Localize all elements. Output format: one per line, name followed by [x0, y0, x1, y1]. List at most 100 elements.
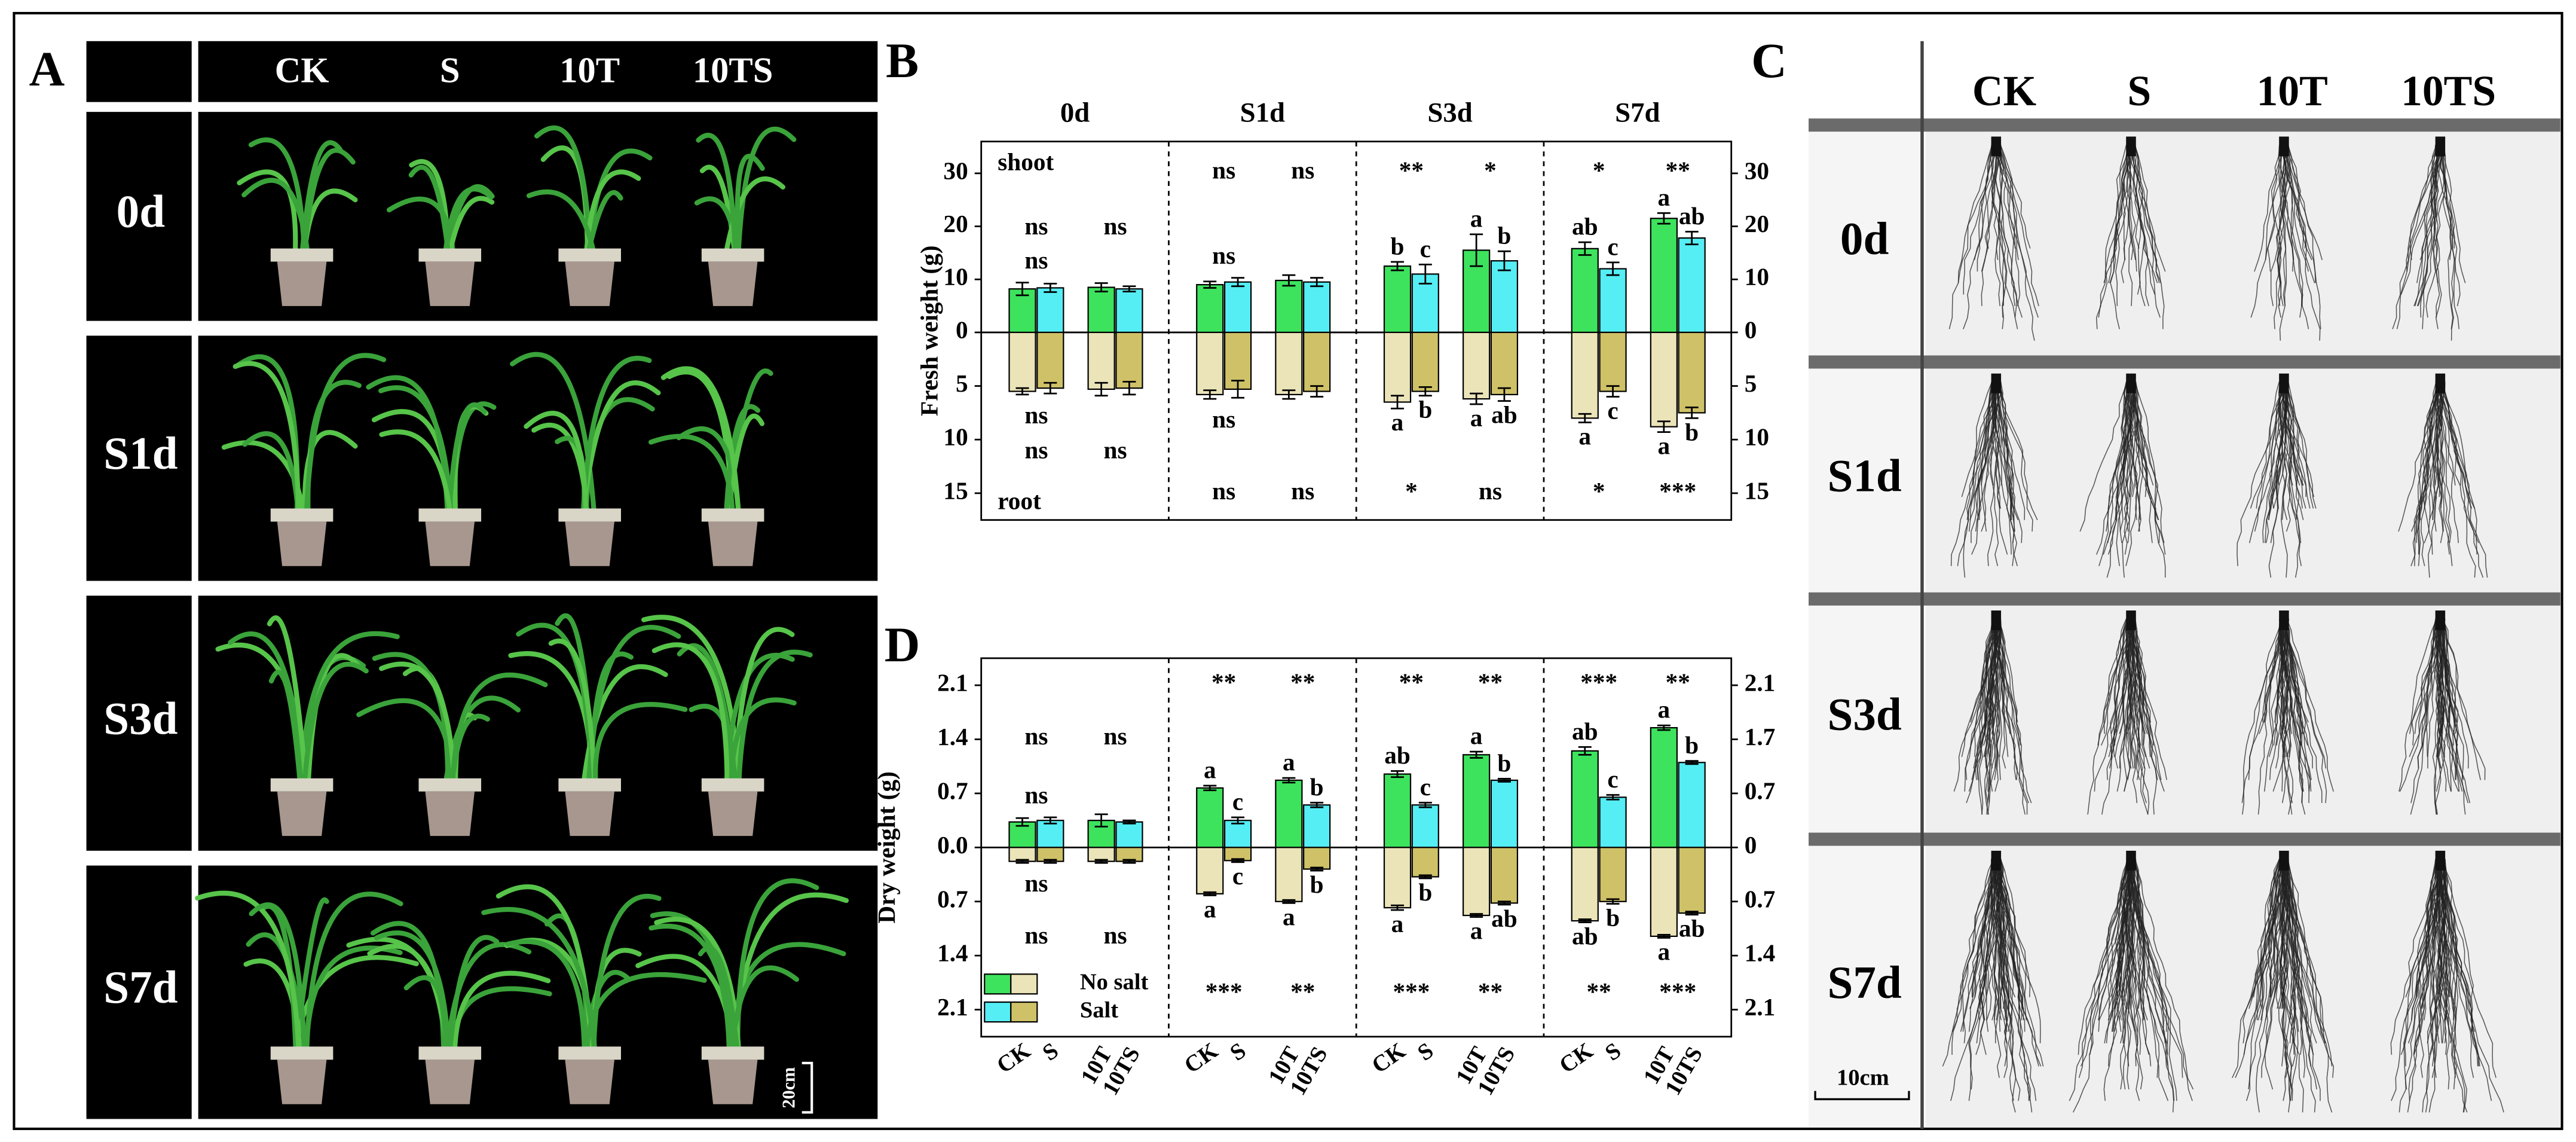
root-crown — [2126, 610, 2136, 631]
root — [1953, 618, 1999, 792]
pot — [708, 521, 758, 566]
significance-star: ns — [1104, 436, 1127, 463]
root — [2287, 144, 2307, 249]
bar — [1650, 727, 1678, 848]
error-bar — [1122, 285, 1136, 293]
significance-letter: a — [1470, 204, 1483, 232]
error-bar — [1094, 282, 1108, 293]
bar — [1599, 268, 1627, 334]
bar — [1036, 287, 1064, 334]
leaf — [735, 154, 765, 255]
column-label: 10T — [2257, 68, 2328, 115]
leaf — [724, 176, 785, 255]
root — [2131, 859, 2168, 1044]
y-tick-label: 0 — [1745, 316, 1757, 343]
root — [2000, 144, 2039, 307]
leaf — [267, 615, 308, 784]
legend-swatch — [1010, 973, 1038, 995]
root — [2271, 381, 2283, 509]
bar — [1599, 331, 1627, 392]
y-tick-label: 15 — [1745, 477, 1769, 504]
root — [2279, 618, 2293, 734]
root — [2284, 618, 2334, 792]
column-label: S — [440, 51, 460, 91]
error-bar — [1122, 381, 1136, 396]
root — [2410, 381, 2442, 566]
scale-label: 10cm — [1837, 1065, 1889, 1090]
root — [2428, 381, 2437, 555]
significance-letter: a — [1283, 749, 1295, 776]
root — [2436, 618, 2452, 792]
root — [1979, 859, 2003, 1021]
significance-star: ns — [1024, 921, 1048, 949]
root — [2279, 145, 2289, 341]
root-crown — [2279, 136, 2289, 157]
root — [2285, 618, 2309, 723]
column-label: CK — [1972, 68, 2037, 115]
pot — [565, 1059, 614, 1104]
bar — [1303, 804, 1331, 848]
root — [2283, 618, 2302, 746]
panel-letter: D — [885, 617, 920, 672]
root — [2121, 145, 2130, 283]
legend-swatch — [984, 1001, 1012, 1023]
scale-bar — [801, 1061, 813, 1114]
significance-letter: ab — [1491, 905, 1518, 932]
root — [2437, 381, 2443, 497]
root — [2270, 859, 2284, 998]
series-label: shoot — [998, 148, 1054, 176]
pair-note: ns — [1024, 869, 1048, 897]
root — [2410, 618, 2437, 804]
root — [2286, 381, 2315, 497]
significance-letter: b — [1606, 904, 1620, 932]
root — [2286, 859, 2326, 1044]
root — [1987, 618, 2003, 792]
root — [1987, 618, 2004, 815]
error-bar — [1231, 858, 1245, 863]
root — [2439, 381, 2456, 485]
significance-star: * — [1484, 156, 1497, 184]
root — [1993, 859, 2041, 1043]
pot — [277, 791, 327, 836]
significance-letter: a — [1578, 423, 1591, 450]
root — [2396, 145, 2440, 329]
root — [2413, 859, 2441, 1055]
root-crown — [1991, 610, 2002, 631]
significance-letter: c — [1232, 787, 1243, 815]
root — [2281, 618, 2313, 769]
scan-bg — [1809, 132, 1922, 1128]
series-label: root — [998, 487, 1041, 515]
root — [2440, 381, 2453, 566]
root — [2435, 381, 2473, 509]
y-tick-label: 5 — [1745, 370, 1757, 397]
root — [1997, 145, 2004, 306]
root — [2126, 145, 2136, 260]
bar — [1115, 821, 1143, 848]
root — [2434, 381, 2450, 555]
root — [2101, 618, 2131, 815]
root — [1995, 381, 2038, 521]
legend-label: No salt — [1080, 970, 1149, 995]
error-bar — [1094, 381, 1108, 397]
y-tick-label: 30 — [1745, 157, 1769, 184]
root — [2122, 381, 2131, 532]
root — [2279, 618, 2306, 815]
error-bar — [1391, 261, 1405, 271]
significance-letter: a — [1391, 408, 1404, 436]
root — [2277, 145, 2288, 307]
row-label: 0d — [1840, 213, 1889, 264]
significance-letter: c — [1607, 765, 1618, 793]
significance-letter: c — [1607, 396, 1618, 424]
error-bar — [1122, 819, 1136, 825]
root-crown — [2126, 136, 2136, 157]
root — [2257, 618, 2282, 815]
root — [2128, 618, 2144, 746]
root — [2270, 381, 2284, 543]
root — [2437, 144, 2452, 260]
error-bar — [1044, 282, 1057, 293]
significance-letter: c — [1420, 773, 1431, 801]
root — [1990, 859, 2037, 1101]
y-tick-label: 10 — [1745, 423, 1769, 451]
row-label: S7d — [103, 961, 178, 1013]
root — [1984, 618, 1995, 804]
